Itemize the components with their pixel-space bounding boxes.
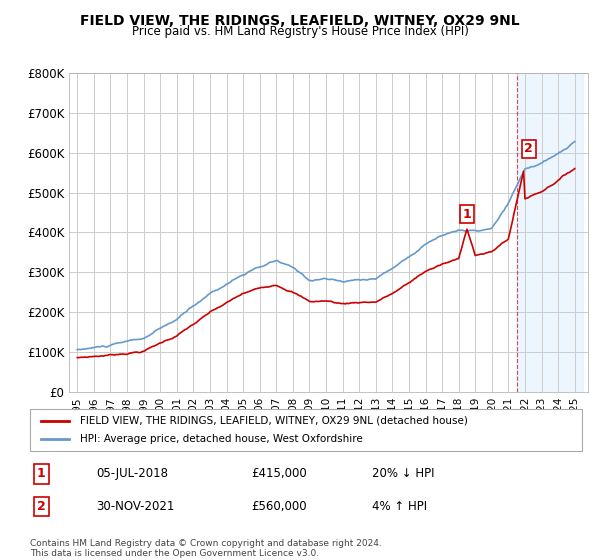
Text: HPI: Average price, detached house, West Oxfordshire: HPI: Average price, detached house, West…	[80, 434, 362, 444]
Text: 05-JUL-2018: 05-JUL-2018	[96, 468, 168, 480]
Text: 2: 2	[37, 500, 46, 513]
Text: FIELD VIEW, THE RIDINGS, LEAFIELD, WITNEY, OX29 9NL (detached house): FIELD VIEW, THE RIDINGS, LEAFIELD, WITNE…	[80, 416, 467, 426]
Text: £560,000: £560,000	[251, 500, 307, 513]
Text: 20% ↓ HPI: 20% ↓ HPI	[372, 468, 435, 480]
Bar	[517, 73, 583, 392]
Text: FIELD VIEW, THE RIDINGS, LEAFIELD, WITNEY, OX29 9NL: FIELD VIEW, THE RIDINGS, LEAFIELD, WITNE…	[80, 14, 520, 28]
Text: 30-NOV-2021: 30-NOV-2021	[96, 500, 175, 513]
Text: 2: 2	[524, 142, 533, 155]
Text: 1: 1	[463, 208, 472, 221]
FancyBboxPatch shape	[30, 409, 582, 451]
Text: 4% ↑ HPI: 4% ↑ HPI	[372, 500, 427, 513]
Text: Contains HM Land Registry data © Crown copyright and database right 2024.
This d: Contains HM Land Registry data © Crown c…	[30, 539, 382, 558]
Text: 1: 1	[37, 468, 46, 480]
Text: £415,000: £415,000	[251, 468, 307, 480]
Text: Price paid vs. HM Land Registry's House Price Index (HPI): Price paid vs. HM Land Registry's House …	[131, 25, 469, 38]
